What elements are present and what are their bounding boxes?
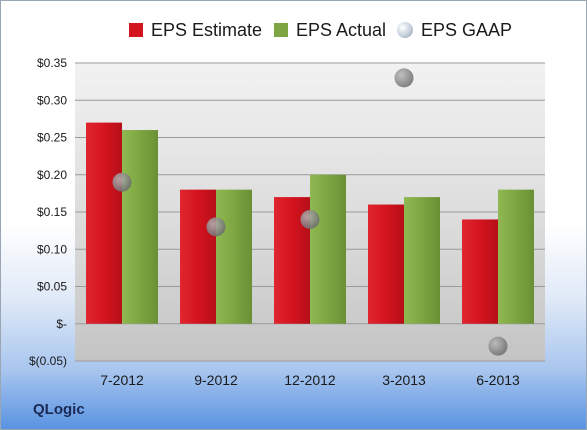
bar-eps-actual <box>122 130 158 324</box>
y-tick-label: $0.05 <box>37 280 67 294</box>
bar-eps-estimate <box>86 122 122 324</box>
legend-item-actual: EPS Actual <box>274 15 386 45</box>
x-tick-label: 3-2013 <box>382 372 426 388</box>
bar-eps-actual <box>310 174 346 324</box>
bar-eps-actual <box>216 189 252 324</box>
y-tick-label: $0.25 <box>37 131 67 145</box>
bar-eps-actual <box>404 197 440 324</box>
legend-item-gaap: EPS GAAP <box>397 15 512 45</box>
legend-label-actual: EPS Actual <box>296 19 387 40</box>
x-tick-label: 12-2012 <box>284 372 336 388</box>
y-tick-label: $0.30 <box>37 93 67 107</box>
y-tick-label: $0.15 <box>37 205 67 219</box>
bar-eps-estimate <box>462 219 498 324</box>
x-tick-label: 6-2013 <box>476 372 520 388</box>
company-label: QLogic <box>33 401 85 418</box>
legend-swatch-actual <box>274 23 288 37</box>
y-tick-label: $0.35 <box>37 56 67 70</box>
y-tick-label: $(0.05) <box>29 354 67 368</box>
bar-eps-estimate <box>180 189 216 324</box>
x-tick-label: 9-2012 <box>194 372 238 388</box>
y-tick-label: $- <box>56 317 67 331</box>
y-tick-label: $0.10 <box>37 242 67 256</box>
point-eps-gaap <box>112 172 132 192</box>
bar-eps-actual <box>498 189 534 324</box>
legend-item-estimate: EPS Estimate <box>129 15 262 45</box>
legend-label-gaap: EPS GAAP <box>421 19 513 40</box>
point-eps-gaap <box>300 209 320 229</box>
bar-eps-estimate <box>368 204 404 324</box>
point-eps-gaap <box>394 68 414 88</box>
legend-marker-gaap <box>397 22 413 38</box>
chart-legend: EPS Estimate EPS Actual EPS GAAP <box>1 15 586 45</box>
legend-swatch-estimate <box>129 23 143 37</box>
y-tick-label: $0.20 <box>37 168 67 182</box>
legend-label-estimate: EPS Estimate <box>151 19 263 40</box>
x-tick-label: 7-2012 <box>100 372 144 388</box>
point-eps-gaap <box>206 217 226 237</box>
point-eps-gaap <box>488 336 508 356</box>
